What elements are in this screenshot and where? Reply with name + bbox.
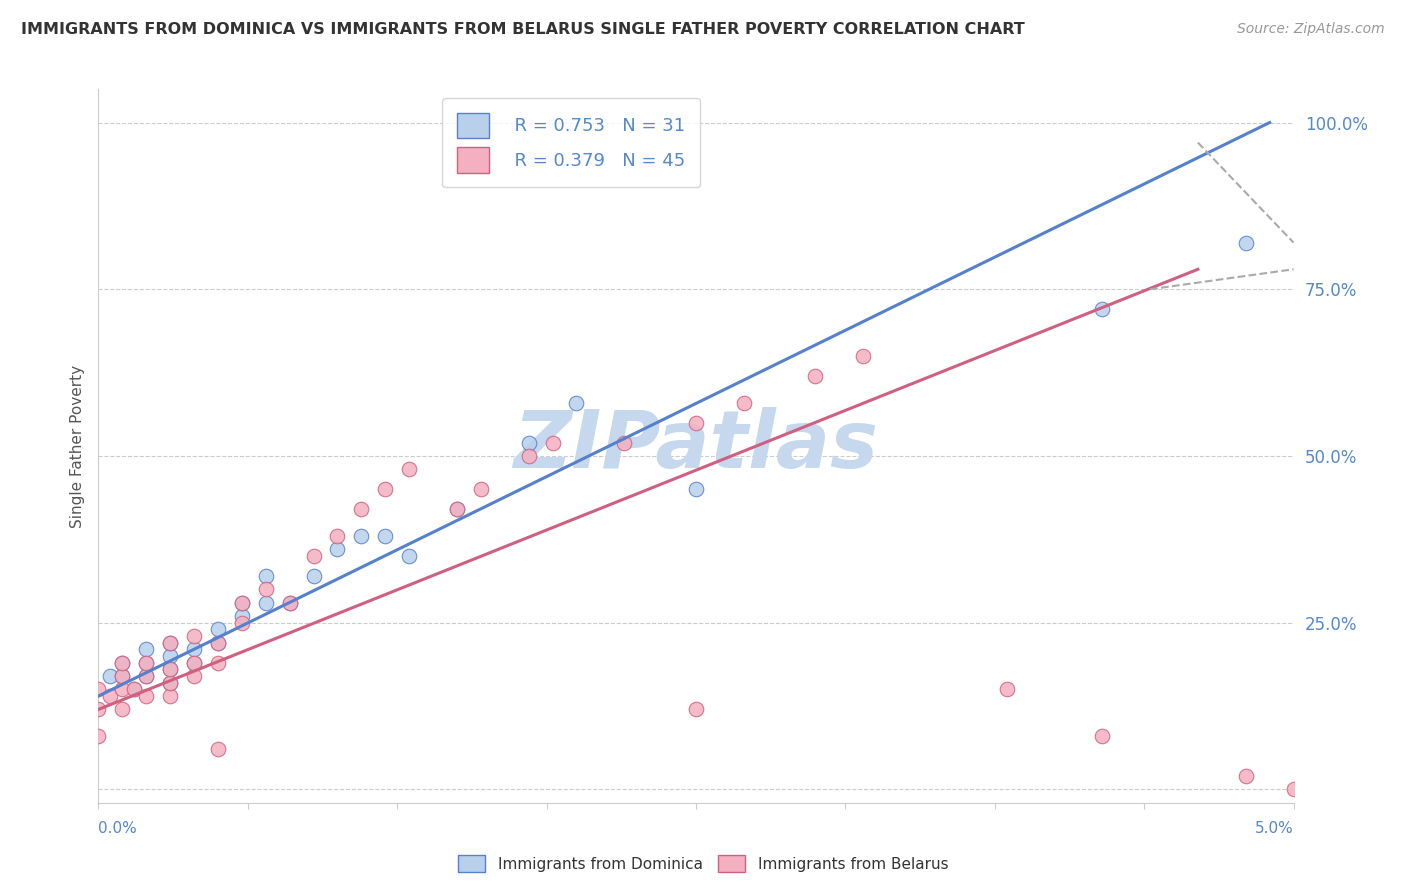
Point	[254, 596, 277, 610]
Point	[1091, 729, 1114, 743]
Point	[278, 596, 301, 610]
Point	[183, 656, 205, 670]
Point	[733, 395, 755, 409]
Point	[446, 502, 468, 516]
Point	[135, 656, 157, 670]
Point	[159, 689, 181, 703]
Point	[398, 462, 420, 476]
Point	[183, 656, 205, 670]
Point	[685, 416, 707, 430]
Point	[446, 502, 468, 516]
Point	[111, 656, 134, 670]
Point	[326, 542, 349, 557]
Point	[254, 569, 277, 583]
Point	[231, 609, 253, 624]
Point	[541, 435, 564, 450]
Point	[350, 502, 373, 516]
Point	[124, 682, 146, 697]
Point	[111, 656, 134, 670]
Point	[135, 689, 157, 703]
Point	[135, 642, 157, 657]
Point	[183, 669, 205, 683]
Point	[1234, 235, 1257, 250]
Point	[278, 596, 301, 610]
Legend: Immigrants from Dominica, Immigrants from Belarus: Immigrants from Dominica, Immigrants fro…	[450, 847, 956, 880]
Point	[398, 549, 420, 563]
Point	[374, 483, 396, 497]
Point	[183, 629, 205, 643]
Point	[183, 642, 205, 657]
Point	[159, 675, 181, 690]
Point	[159, 662, 181, 676]
Point	[111, 669, 134, 683]
Legend:   R = 0.753   N = 31,   R = 0.379   N = 45: R = 0.753 N = 31, R = 0.379 N = 45	[441, 98, 700, 187]
Point	[159, 649, 181, 664]
Point	[87, 682, 110, 697]
Point	[111, 669, 134, 683]
Point	[207, 636, 229, 650]
Point	[1091, 302, 1114, 317]
Point	[374, 529, 396, 543]
Point	[1282, 782, 1305, 797]
Point	[87, 702, 110, 716]
Point	[98, 689, 122, 703]
Point	[159, 662, 181, 676]
Point	[87, 729, 110, 743]
Point	[565, 395, 588, 409]
Point	[207, 742, 229, 756]
Point	[517, 435, 540, 450]
Point	[124, 682, 146, 697]
Point	[685, 483, 707, 497]
Point	[350, 529, 373, 543]
Point	[135, 656, 157, 670]
Point	[135, 669, 157, 683]
Point	[207, 623, 229, 637]
Text: Source: ZipAtlas.com: Source: ZipAtlas.com	[1237, 22, 1385, 37]
Point	[159, 636, 181, 650]
Point	[517, 449, 540, 463]
Text: ZIPatlas: ZIPatlas	[513, 407, 879, 485]
Point	[470, 483, 492, 497]
Point	[231, 596, 253, 610]
Point	[135, 669, 157, 683]
Text: 0.0%: 0.0%	[98, 821, 138, 836]
Point	[207, 636, 229, 650]
Point	[1234, 769, 1257, 783]
Point	[995, 682, 1018, 697]
Point	[613, 435, 636, 450]
Point	[852, 349, 875, 363]
Point	[159, 675, 181, 690]
Point	[231, 596, 253, 610]
Point	[207, 656, 229, 670]
Y-axis label: Single Father Poverty: Single Father Poverty	[69, 365, 84, 527]
Point	[302, 549, 325, 563]
Point	[111, 682, 134, 697]
Point	[254, 582, 277, 597]
Point	[159, 636, 181, 650]
Point	[231, 615, 253, 630]
Text: 5.0%: 5.0%	[1254, 821, 1294, 836]
Point	[302, 569, 325, 583]
Point	[111, 702, 134, 716]
Point	[804, 368, 827, 383]
Point	[326, 529, 349, 543]
Text: IMMIGRANTS FROM DOMINICA VS IMMIGRANTS FROM BELARUS SINGLE FATHER POVERTY CORREL: IMMIGRANTS FROM DOMINICA VS IMMIGRANTS F…	[21, 22, 1025, 37]
Point	[98, 669, 122, 683]
Point	[685, 702, 707, 716]
